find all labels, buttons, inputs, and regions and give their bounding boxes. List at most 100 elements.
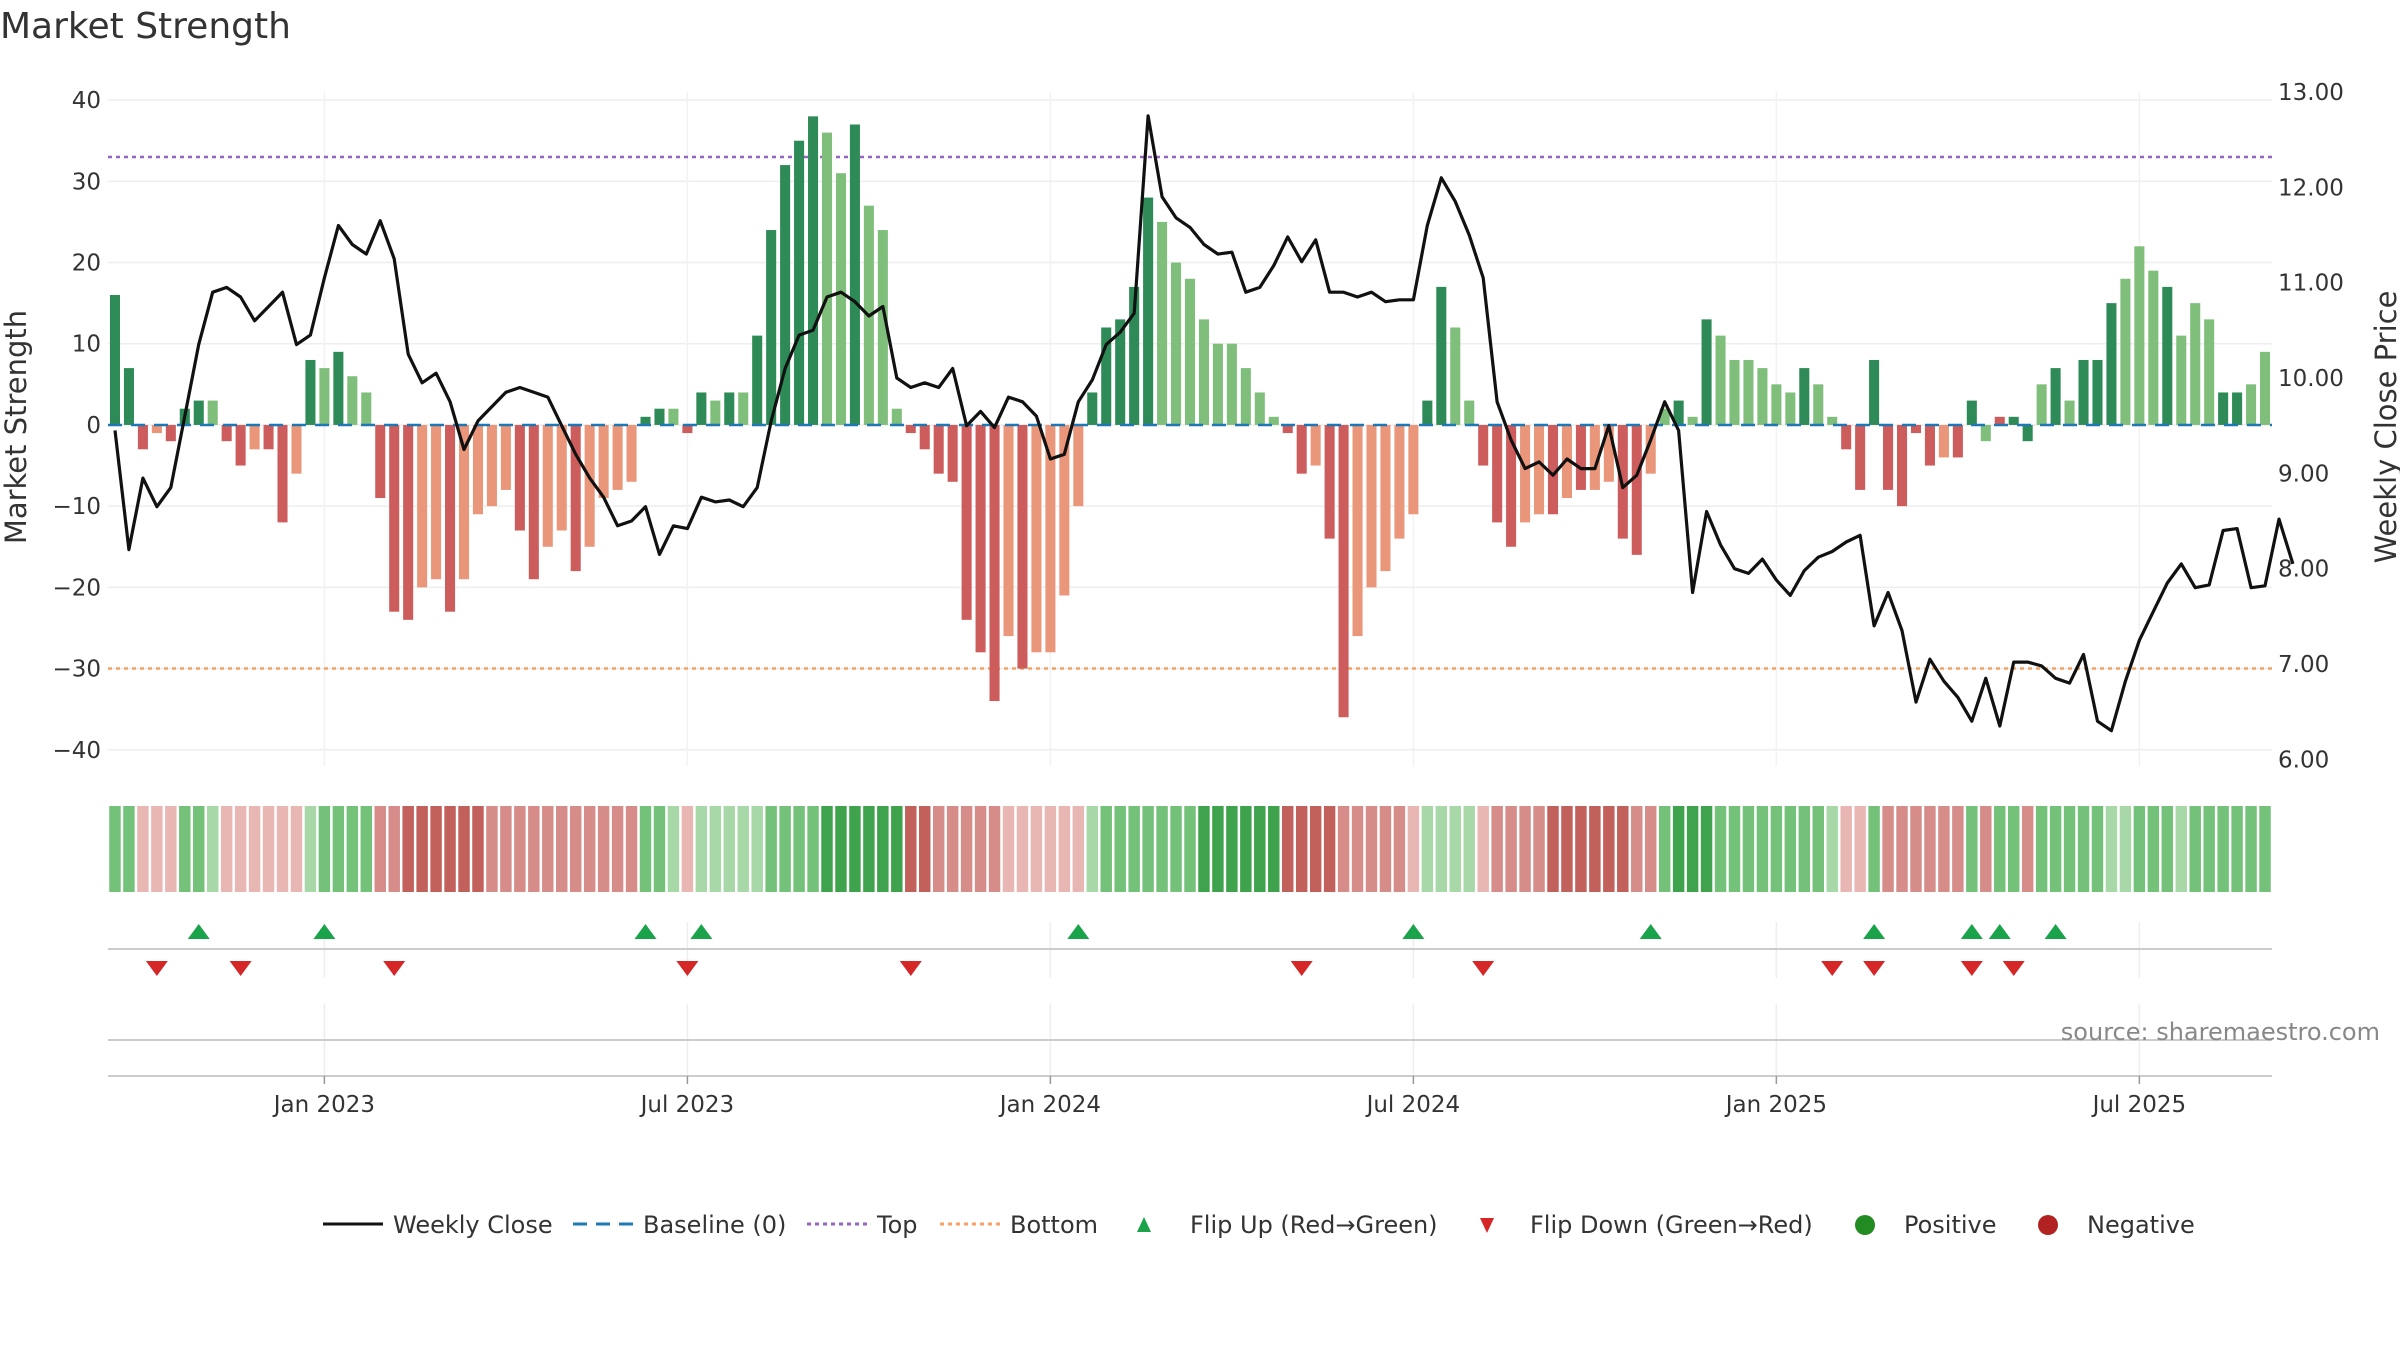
band-cell: [1477, 806, 1489, 892]
strength-bar: [2064, 400, 2075, 425]
strength-bar: [2078, 359, 2089, 425]
strength-bar: [1673, 400, 1684, 425]
strength-bar: [682, 424, 693, 434]
strength-bar: [1715, 335, 1726, 425]
band-cell: [1323, 806, 1336, 892]
band-cell: [2091, 806, 2104, 892]
strength-bar: [1045, 424, 1056, 653]
strength-bar: [1101, 327, 1112, 425]
flip-up-marker: [1067, 924, 1090, 939]
band-cell: [290, 806, 303, 892]
strength-heat-band: [109, 806, 2271, 892]
strength-bar: [1226, 343, 1237, 425]
strength-bar: [933, 424, 944, 474]
legend-top: Top: [807, 1211, 918, 1239]
strength-bar: [2246, 384, 2257, 425]
band-cell: [1226, 806, 1238, 892]
flip-down-marker: [899, 961, 922, 976]
strength-bar: [654, 408, 665, 425]
strength-bar: [458, 424, 470, 580]
strength-bar: [417, 424, 428, 588]
right-tick-label: 8.00: [2278, 557, 2329, 583]
strength-bar: [500, 424, 511, 490]
band-cell: [2203, 806, 2215, 892]
band-cell: [932, 806, 945, 892]
flip-up-marker: [1960, 924, 1983, 939]
flip-up-icon: [1137, 1217, 1151, 1232]
band-cell: [1910, 806, 1922, 892]
flip-up-marker: [1639, 924, 1662, 939]
strength-bar: [2008, 416, 2019, 425]
left-tick-label: 0: [86, 413, 101, 439]
band-cell: [1589, 806, 1601, 892]
right-tick-label: 7.00: [2278, 652, 2329, 678]
strength-bar: [1282, 424, 1293, 434]
band-cell: [835, 806, 847, 892]
strength-bar: [1324, 424, 1335, 539]
right-tick-label: 9.00: [2278, 461, 2329, 487]
strength-bar: [1073, 424, 1084, 507]
strength-bar: [1422, 400, 1433, 425]
legend-baseline: Baseline (0): [573, 1211, 786, 1239]
strength-bar: [1869, 359, 1880, 425]
strength-bar: [1659, 408, 1670, 425]
legend-positive: Positive: [1855, 1211, 1997, 1239]
strength-bar: [528, 424, 539, 580]
band-cell: [2077, 806, 2090, 892]
band-cell: [1086, 806, 1098, 892]
band-cell: [514, 806, 526, 892]
band-cell: [137, 806, 149, 892]
band-cell: [151, 806, 163, 892]
strength-bar: [961, 424, 972, 620]
band-cell: [458, 806, 470, 892]
flip-down-marker: [1290, 961, 1313, 976]
band-cell: [1421, 806, 1434, 892]
strength-bar: [263, 424, 274, 450]
strength-bar: [919, 424, 930, 450]
band-cell: [1337, 806, 1350, 892]
band-cell: [765, 806, 777, 892]
band-cell: [751, 806, 763, 892]
strength-bar: [2106, 303, 2117, 425]
strength-bar: [165, 424, 176, 442]
band-cell: [1658, 806, 1671, 892]
band-cell: [821, 806, 833, 892]
left-y-axis-ticks: 40 30 20 10 0 −10 −20 −30 −40: [52, 88, 101, 764]
strength-bar: [1631, 424, 1642, 555]
band-cell: [569, 806, 582, 892]
right-tick-label: 13.00: [2278, 80, 2344, 106]
band-cell: [723, 806, 736, 892]
flip-down-marker: [229, 961, 252, 976]
band-cell: [1742, 806, 1755, 892]
band-cell: [179, 806, 191, 892]
strength-bar: [221, 424, 232, 442]
left-tick-label: 40: [72, 88, 101, 114]
strength-bar: [1464, 400, 1475, 425]
strength-bar: [1310, 424, 1321, 466]
strength-bar: [989, 424, 1000, 702]
flip-down-marker: [1821, 961, 1844, 976]
band-cell: [430, 806, 442, 892]
band-cell: [1393, 806, 1406, 892]
strength-bar: [514, 424, 525, 531]
strength-bar: [1408, 424, 1419, 515]
strength-bar: [291, 424, 302, 474]
band-cell: [891, 806, 903, 892]
strength-bar: [1184, 278, 1196, 425]
flip-down-icon: [1480, 1218, 1494, 1233]
band-cell: [2105, 806, 2118, 892]
strength-bar: [1240, 368, 1251, 425]
band-cell: [542, 806, 554, 892]
band-cell: [332, 806, 345, 892]
band-cell: [1128, 806, 1140, 892]
band-cell: [877, 806, 889, 892]
strength-bar: [347, 376, 358, 425]
band-cell: [1365, 806, 1378, 892]
band-cell: [360, 806, 373, 892]
band-cell: [960, 806, 973, 892]
weekly-close-line: [113, 114, 2295, 733]
band-cell: [109, 806, 121, 892]
band-cell: [1519, 806, 1531, 892]
flip-up-marker: [1863, 924, 1886, 939]
